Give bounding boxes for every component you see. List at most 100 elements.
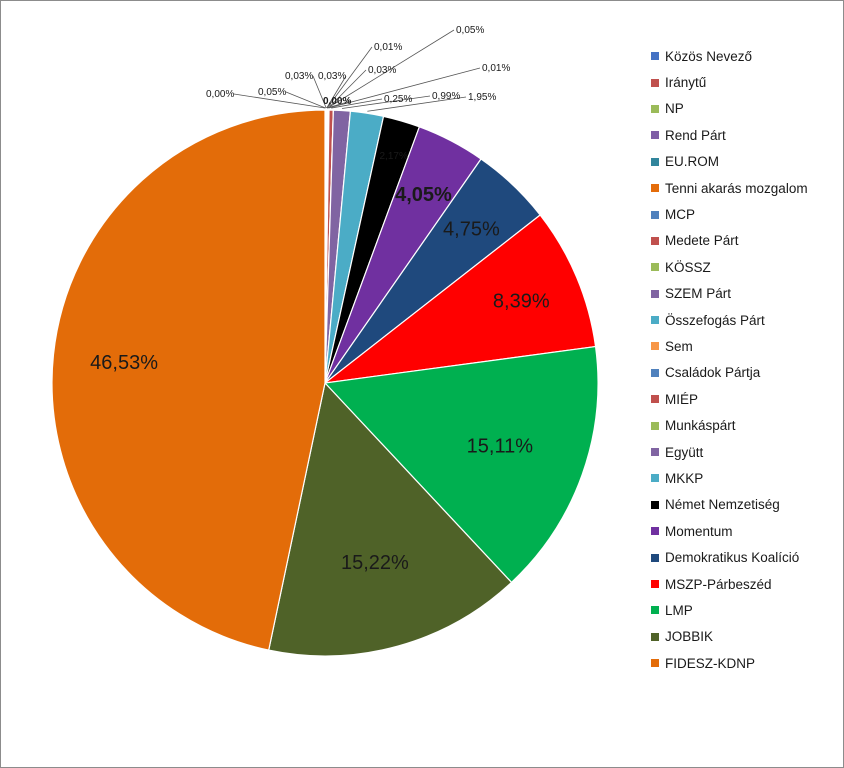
data-label-medete-part: 0,03% (368, 65, 396, 76)
data-label-rend-part: 0,03% (318, 71, 346, 82)
data-label-mkkp: 1,95% (468, 92, 496, 103)
legend-item-miep: MIÉP (651, 386, 841, 412)
data-label-momentum: 4,05% (395, 184, 452, 206)
leader-line-np (312, 75, 327, 109)
pie-slice-jobbik (267, 381, 513, 657)
legend-swatch (651, 210, 659, 219)
leader-line-mkkp (367, 96, 467, 112)
legend-label: FIDESZ-KDNP (665, 655, 756, 671)
legend-swatch (651, 421, 659, 430)
legend-item-csaladok-partja: Családok Pártja (651, 360, 841, 386)
legend-label: NP (665, 101, 684, 117)
legend-item-munkaspart: Munkáspárt (651, 412, 841, 438)
legend-swatch (651, 263, 659, 272)
legend-swatch (651, 316, 659, 325)
legend-swatch (651, 52, 659, 61)
legend-label: Közös Nevező (665, 48, 753, 64)
legend-item-kozos-nevezo: Közös Nevező (651, 43, 841, 69)
legend-item-rend-part: Rend Párt (651, 122, 841, 148)
data-label-mszp-parbeszed: 8,39% (493, 290, 550, 312)
leader-line-eu-rom (326, 100, 352, 109)
leader-line-mcp (327, 29, 455, 109)
legend-item-iranytu: Iránytű (651, 69, 841, 95)
legend-label: Összefogás Párt (665, 312, 765, 328)
leader-lines (233, 29, 481, 112)
legend-swatch (651, 342, 659, 351)
legend-swatch (651, 289, 659, 298)
legend-item-nemet-nemzetiseg: Német Nemzetiség (651, 492, 841, 518)
legend-swatch (651, 184, 659, 193)
legend-item-mszp-parbeszed: MSZP-Párbeszéd (651, 571, 841, 597)
legend-item-sem: Sem (651, 333, 841, 359)
data-labels: 0,00% 0,05% 0,03% 0,03% 0,00% 0,01% 0,05% 0,03%… (90, 25, 550, 574)
legend-label: Munkáspárt (665, 418, 736, 434)
legend-item-medete-part: Medete Párt (651, 228, 841, 254)
legend-label: MCP (665, 207, 695, 223)
leader-line-kossz (328, 67, 481, 109)
data-label-kossz: 0,01% (482, 63, 510, 74)
legend-swatch (651, 606, 659, 615)
pie-slice-lmp (323, 345, 599, 584)
legend-item-kossz: KÖSSZ (651, 254, 841, 280)
data-label-iranytu: 0,05% (258, 87, 286, 98)
legend-label: SZEM Párt (665, 286, 732, 302)
data-label-fidesz-kdnp: 46,53% (90, 352, 158, 374)
legend-label: MIÉP (665, 391, 699, 407)
legend-label: Demokratikus Koalíció (665, 550, 800, 566)
data-label-demokratikus-koalicio: 4,75% (443, 218, 500, 240)
legend-item-osszefogas-part: Összefogás Párt (651, 307, 841, 333)
data-label-kozos-nevezo: 0,00% (206, 89, 234, 100)
leader-line-medete-part (328, 69, 367, 109)
legend-label: Családok Pártja (665, 365, 761, 381)
pie-slice-fidesz-kdnp (51, 109, 326, 651)
legend-label: LMP (665, 602, 693, 618)
pie-slices (51, 109, 599, 657)
legend-swatch (651, 157, 659, 166)
leader-line-kozos-nevezo (233, 93, 326, 109)
leader-line-tenni-akaras-mozgalom (326, 46, 373, 109)
legend-item-eu-rom: EU.ROM (651, 149, 841, 175)
legend-label: EU.ROM (665, 154, 719, 170)
leader-line-miep (331, 98, 383, 109)
data-label-mcp: 0,05% (456, 25, 484, 36)
legend-item-lmp: LMP (651, 597, 841, 623)
legend-item-momentum: Momentum (651, 518, 841, 544)
legend-swatch (651, 500, 659, 509)
legend-label: Német Nemzetiség (665, 497, 780, 513)
legend-swatch (651, 78, 659, 87)
legend-item-mkkp: MKKP (651, 465, 841, 491)
pie-slice-mszp-parbeszed (322, 214, 597, 384)
leader-line-egyutt (341, 95, 431, 109)
legend-item-szem-part: SZEM Párt (651, 281, 841, 307)
leader-line-iranytu (285, 91, 326, 109)
legend-swatch (651, 474, 659, 483)
legend-item-tenni-akaras-mozgalom: Tenni akarás mozgalom (651, 175, 841, 201)
data-label-egyutt: 0,99% (432, 91, 460, 102)
legend-label: Együtt (665, 444, 704, 460)
legend-swatch (651, 527, 659, 536)
legend-item-jobbik: JOBBIK (651, 624, 841, 650)
legend-swatch (651, 131, 659, 140)
legend-swatch (651, 395, 659, 404)
legend-swatch (651, 448, 659, 457)
legend-item-fidesz-kdnp: FIDESZ-KDNP (651, 650, 841, 676)
data-label-tenni-akaras-mozgalom: 0,01% (374, 42, 402, 53)
legend-swatch (651, 580, 659, 588)
legend-label: KÖSSZ (665, 259, 711, 275)
legend-swatch (651, 659, 659, 668)
legend-swatch (651, 632, 659, 641)
leader-line-rend-part (326, 75, 347, 109)
legend-label: Tenni akarás mozgalom (665, 180, 808, 196)
data-label-np: 0,03% (285, 71, 313, 82)
legend-swatch (651, 368, 659, 377)
legend-swatch (651, 553, 659, 562)
legend-label: MKKP (665, 470, 704, 486)
legend-label: MSZP-Párbeszéd (665, 576, 772, 592)
data-label-lmp: 15,11% (467, 435, 534, 457)
data-label-jobbik: 15,22% (341, 552, 409, 574)
legend-label: JOBBIK (665, 629, 714, 645)
legend-item-egyutt: Együtt (651, 439, 841, 465)
legend-swatch (651, 104, 659, 113)
legend: Közös Nevező Iránytű NP Rend Párt EU.ROM Tenn… (651, 43, 841, 676)
legend-label: Momentum (665, 523, 733, 539)
